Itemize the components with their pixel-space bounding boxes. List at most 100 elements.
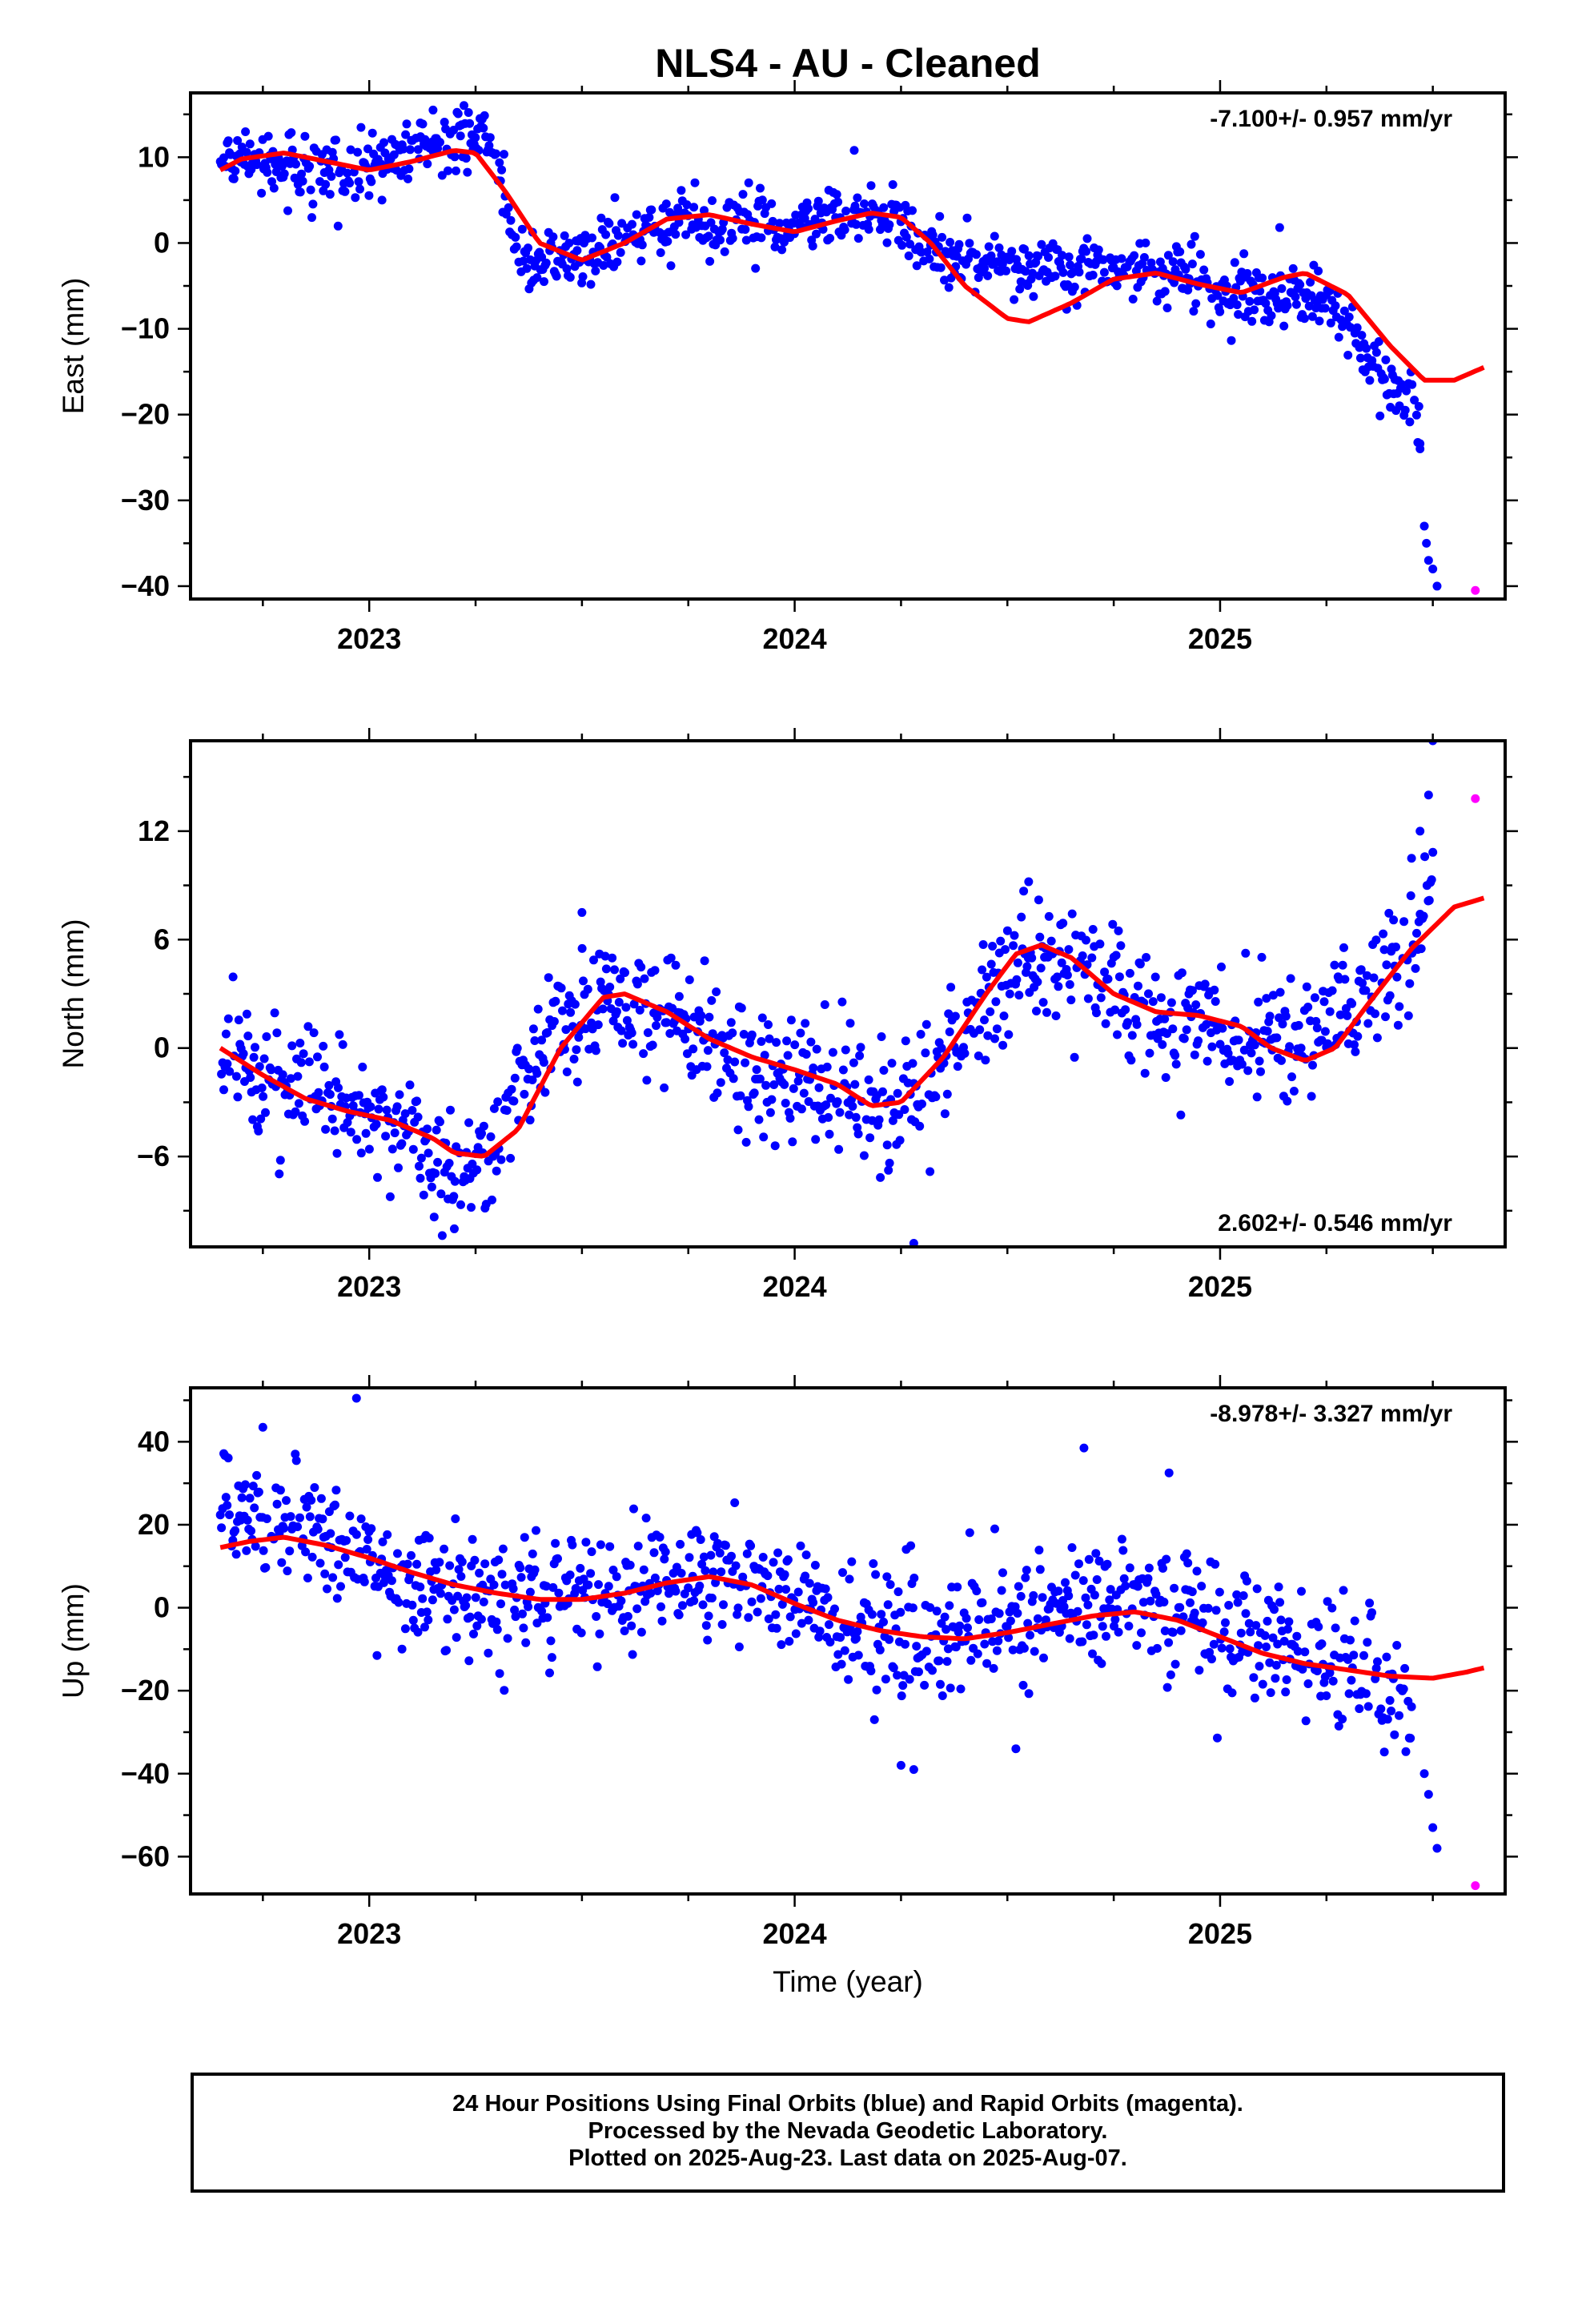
final-orbit-point (1067, 1543, 1077, 1552)
final-orbit-point (697, 1011, 706, 1020)
final-orbit-point (479, 1597, 488, 1606)
final-orbit-point (553, 1554, 562, 1563)
final-orbit-point (1029, 1590, 1038, 1600)
final-orbit-point (1402, 386, 1411, 396)
final-orbit-point (790, 1040, 800, 1050)
final-orbit-point (765, 1034, 774, 1043)
final-orbit-point (267, 1065, 276, 1075)
final-orbit-point (796, 1028, 805, 1038)
final-orbit-point (788, 1137, 797, 1147)
final-orbit-point (558, 1006, 567, 1015)
final-orbit-point (1250, 305, 1259, 315)
x-ticks (262, 1375, 1434, 1907)
final-orbit-point (1113, 1030, 1122, 1039)
final-orbit-point (1058, 919, 1068, 928)
final-orbit-point (1123, 1018, 1132, 1027)
final-orbit-point (772, 1038, 781, 1047)
final-orbit-point (1170, 1659, 1180, 1669)
y-tick-label: −30 (121, 484, 170, 517)
final-orbit-point (327, 171, 336, 181)
final-orbit-point (828, 1047, 837, 1057)
final-orbit-point (440, 1544, 449, 1554)
final-orbit-point (248, 1482, 258, 1491)
final-orbit-point (1102, 1559, 1112, 1569)
final-orbit-point (1343, 351, 1353, 360)
final-orbit-point (1225, 1077, 1235, 1086)
final-orbit-point (335, 1030, 344, 1039)
final-orbit-point (797, 1104, 806, 1114)
final-orbit-point (644, 213, 654, 222)
final-orbit-point (1062, 971, 1072, 980)
final-orbit-point (604, 1582, 613, 1591)
final-orbit-point (770, 1141, 780, 1151)
final-orbit-point (909, 1574, 919, 1582)
final-orbit-point (1050, 271, 1060, 281)
final-orbit-point (887, 1059, 897, 1068)
final-orbit-point (616, 1026, 626, 1035)
final-orbit-points (215, 101, 1442, 591)
final-orbit-point (246, 1073, 255, 1082)
final-orbit-point (646, 1588, 656, 1598)
final-orbit-point (701, 1621, 711, 1630)
final-orbit-point (385, 1192, 395, 1201)
final-orbit-point (1217, 962, 1226, 971)
final-orbit-point (821, 1100, 831, 1110)
final-orbit-point (254, 1126, 263, 1136)
final-orbit-point (239, 1049, 248, 1059)
final-orbit-point (1279, 1636, 1289, 1646)
final-orbit-point (723, 1055, 733, 1064)
final-orbit-point (1275, 1598, 1285, 1607)
final-orbit-point (539, 1058, 548, 1068)
final-orbit-point (896, 1760, 905, 1770)
final-orbit-point (1373, 1657, 1382, 1667)
final-orbit-point (1187, 986, 1197, 995)
final-orbit-point (757, 1037, 766, 1046)
final-orbit-point (1334, 1721, 1343, 1731)
final-orbit-point (695, 1581, 705, 1590)
final-orbit-point (257, 1084, 267, 1092)
final-orbit-point (981, 1055, 990, 1065)
final-orbit-point (402, 119, 412, 129)
final-orbit-point (452, 166, 460, 175)
final-orbit-point (1427, 875, 1436, 884)
final-orbit-point (823, 1593, 833, 1602)
final-orbit-point (240, 1480, 250, 1490)
final-orbit-point (1267, 311, 1276, 320)
final-orbit-point (1344, 1689, 1354, 1699)
final-orbit-point (1424, 895, 1434, 905)
final-orbit-point (262, 1032, 271, 1041)
final-orbit-point (259, 1092, 268, 1101)
final-orbit-point (331, 1500, 339, 1510)
final-orbit-point (520, 1089, 529, 1099)
final-orbit-point (717, 1620, 727, 1629)
final-orbit-point (309, 1028, 319, 1038)
final-orbit-point (648, 1040, 657, 1050)
final-orbit-point (456, 1572, 466, 1581)
final-orbit-point (277, 1558, 287, 1567)
final-orbit-point (1338, 1715, 1347, 1724)
final-orbit-point (595, 1629, 604, 1638)
final-orbit-point (928, 1666, 937, 1675)
final-orbit-point (444, 166, 452, 175)
final-orbit-point (399, 144, 408, 154)
final-orbit-point (905, 239, 915, 249)
final-orbit-point (1350, 1616, 1359, 1626)
final-orbit-point (510, 1073, 520, 1083)
final-orbit-point (420, 1622, 429, 1632)
final-orbit-point (1190, 1608, 1199, 1618)
final-orbit-point (525, 1587, 535, 1597)
final-orbit-point (498, 1544, 508, 1554)
final-orbit-point (703, 1046, 713, 1055)
final-orbit-point (565, 272, 575, 282)
final-orbit-point (767, 1095, 777, 1104)
final-orbit-point (1105, 1595, 1114, 1605)
final-orbit-point (1246, 1627, 1255, 1637)
final-orbit-point (633, 1542, 643, 1551)
final-orbit-point (1320, 304, 1330, 313)
final-orbit-point (1227, 1688, 1237, 1698)
final-orbit-point (1035, 932, 1045, 942)
final-orbit-point (256, 1114, 266, 1124)
final-orbit-point (785, 1612, 795, 1622)
final-orbit-point (728, 234, 737, 243)
final-orbit-point (1271, 1660, 1281, 1670)
